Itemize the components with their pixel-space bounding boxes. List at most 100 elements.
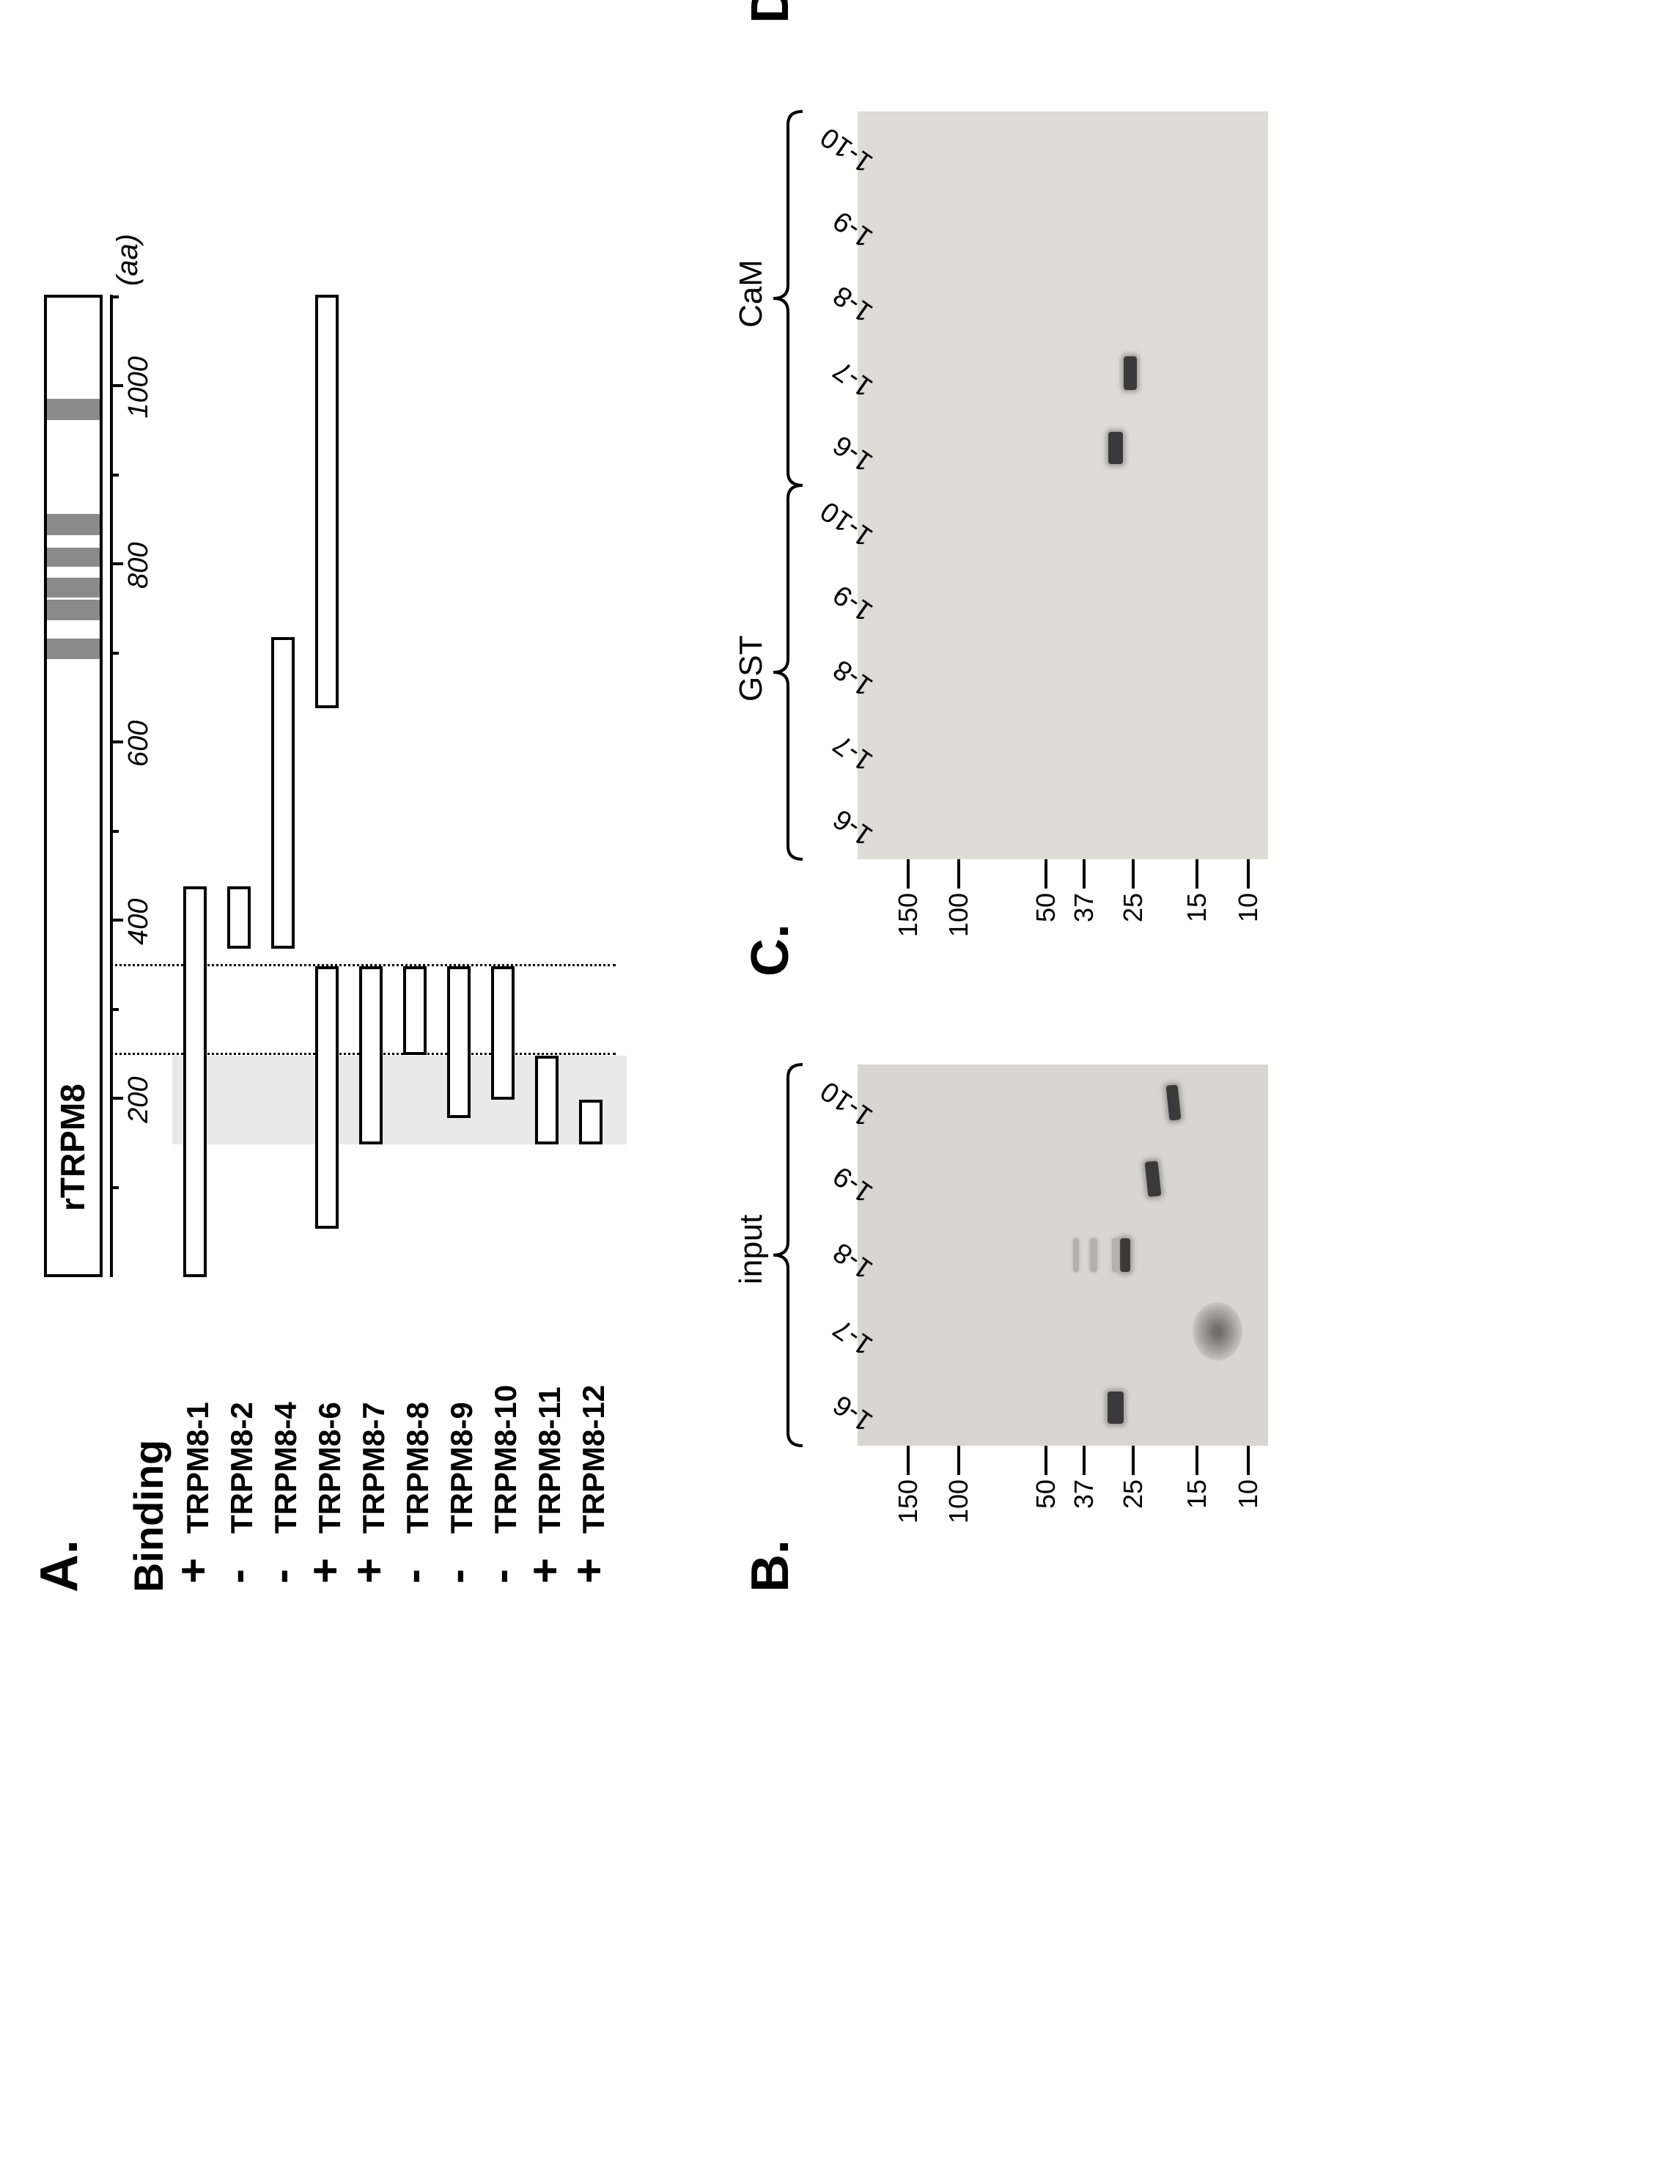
construct-bar	[183, 886, 207, 1277]
mw-marker-label: 10	[1233, 893, 1264, 922]
axis-tick-label: 800	[123, 543, 155, 589]
axis-tick	[110, 562, 123, 565]
mw-tick	[907, 859, 910, 889]
mw-tick	[1247, 1446, 1250, 1475]
axis-minor-tick	[110, 1008, 119, 1011]
group-brace	[770, 111, 806, 485]
construct-row: + TRPM8-12	[572, 295, 611, 1592]
mw-marker: 100	[943, 1446, 974, 1523]
axis-minor-tick	[110, 1186, 119, 1189]
gel-band	[1165, 1084, 1181, 1120]
mw-tick	[957, 859, 960, 889]
construct-name: TRPM8-11	[532, 1386, 567, 1534]
construct-bar	[403, 966, 427, 1055]
mw-marker: 37	[1069, 859, 1099, 922]
axis-tick-label: 600	[123, 721, 155, 767]
aa-axis: 2004006008001000	[110, 295, 139, 1277]
tm-domain-4	[47, 548, 100, 567]
mw-marker: 25	[1118, 859, 1149, 922]
axis-line	[110, 295, 113, 1277]
construct-name: TRPM8-9	[444, 1402, 479, 1534]
lane-label: 1-10	[815, 494, 879, 552]
group-label: GST	[733, 636, 770, 702]
construct-row: +TRPM8-7	[352, 295, 391, 1592]
binding-heading: Binding	[125, 1440, 172, 1592]
axis-tick-label: 1000	[123, 356, 155, 419]
mw-marker: 10	[1233, 859, 1264, 922]
lane-label: 1-9	[828, 205, 879, 254]
construct-bar	[447, 966, 471, 1118]
tm-domain-1	[47, 639, 100, 659]
mw-marker: 100	[943, 859, 974, 937]
construct-bar	[271, 637, 295, 949]
binding-symbol: -	[396, 1569, 431, 1584]
mw-marker-label: 37	[1069, 1479, 1099, 1509]
mw-marker-label: 10	[1233, 1479, 1264, 1509]
lane-label: 1-8	[828, 653, 879, 702]
mw-marker: 150	[893, 859, 924, 937]
mw-marker: 50	[1031, 1446, 1061, 1509]
axis-tick-label: 200	[123, 1077, 155, 1123]
axis-tick	[110, 919, 123, 922]
construct-row: -TRPM8-4	[264, 295, 303, 1592]
lane-label: 1-6	[828, 429, 879, 478]
construct-name: TRPM8-4	[268, 1402, 303, 1534]
construct-name: TRPM8-6	[312, 1402, 347, 1534]
axis-minor-tick	[110, 830, 119, 833]
lane-label: 1-7	[828, 1312, 879, 1361]
construct-row: +TRPM8-1	[176, 295, 215, 1592]
construct-row: -TRPM8-2	[220, 295, 259, 1592]
gel-c: 15010050372515101-61-71-81-91-101-61-71-…	[858, 111, 1268, 859]
construct-bar	[535, 1056, 559, 1144]
mw-marker-label: 50	[1031, 893, 1061, 922]
construct-name: TRPM8-10	[488, 1385, 523, 1534]
gel-b: 15010050372515101-61-71-81-91-10input	[858, 1065, 1268, 1446]
mw-tick	[1195, 859, 1198, 889]
lane-label: 1-9	[828, 1160, 879, 1209]
panel-a-label: A.	[29, 1540, 89, 1592]
lane-label: 1-9	[828, 578, 879, 628]
group-label: input	[733, 1215, 770, 1284]
panel-c-label: C.	[740, 924, 800, 977]
construct-name: TRPM8-7	[356, 1402, 391, 1534]
panel-b-label: B.	[740, 1540, 800, 1592]
mw-marker: 10	[1233, 1446, 1264, 1509]
binding-symbol: +	[572, 1558, 607, 1584]
construct-row: +TRPM8-11	[528, 295, 567, 1592]
mw-marker-label: 50	[1031, 1479, 1061, 1509]
mw-tick	[1195, 1446, 1198, 1475]
mw-marker-label: 25	[1118, 1479, 1149, 1509]
lane-label: 1-6	[828, 1389, 879, 1438]
tm-domain-6	[47, 399, 100, 420]
axis-tick	[110, 384, 123, 387]
tm-domain-5	[47, 514, 100, 535]
mw-tick	[957, 1446, 960, 1475]
axis-minor-tick	[110, 474, 119, 477]
lane-label: 1-8	[828, 279, 879, 328]
mw-marker-label: 150	[893, 893, 924, 937]
panel-d-label: D.	[740, 0, 800, 23]
gel-band	[1120, 1238, 1130, 1272]
axis-minor-tick	[110, 652, 119, 655]
mw-marker-label: 25	[1118, 893, 1149, 922]
lane-label: 1-10	[815, 120, 879, 178]
gel-band	[1090, 1238, 1097, 1272]
construct-bar	[359, 966, 383, 1144]
tm-domain-3	[47, 578, 100, 598]
axis-tick-label: 400	[123, 899, 155, 945]
construct-name: TRPM8-12	[576, 1385, 611, 1534]
axis-minor-tick	[110, 295, 119, 298]
lane-label: 1-6	[828, 803, 879, 852]
group-brace	[770, 1065, 806, 1446]
mw-marker-label: 15	[1182, 1479, 1212, 1509]
construct-bar	[227, 886, 251, 949]
construct-name: TRPM8-8	[400, 1402, 435, 1534]
binding-symbol: -	[484, 1569, 519, 1584]
gel-band	[1108, 1391, 1124, 1424]
gel-band	[1108, 432, 1123, 464]
mw-marker-label: 15	[1182, 893, 1212, 922]
binding-symbol: +	[308, 1558, 343, 1584]
gel-band	[1124, 356, 1137, 390]
aa-unit-label: (aa)	[111, 234, 144, 286]
mw-marker: 37	[1069, 1446, 1099, 1509]
